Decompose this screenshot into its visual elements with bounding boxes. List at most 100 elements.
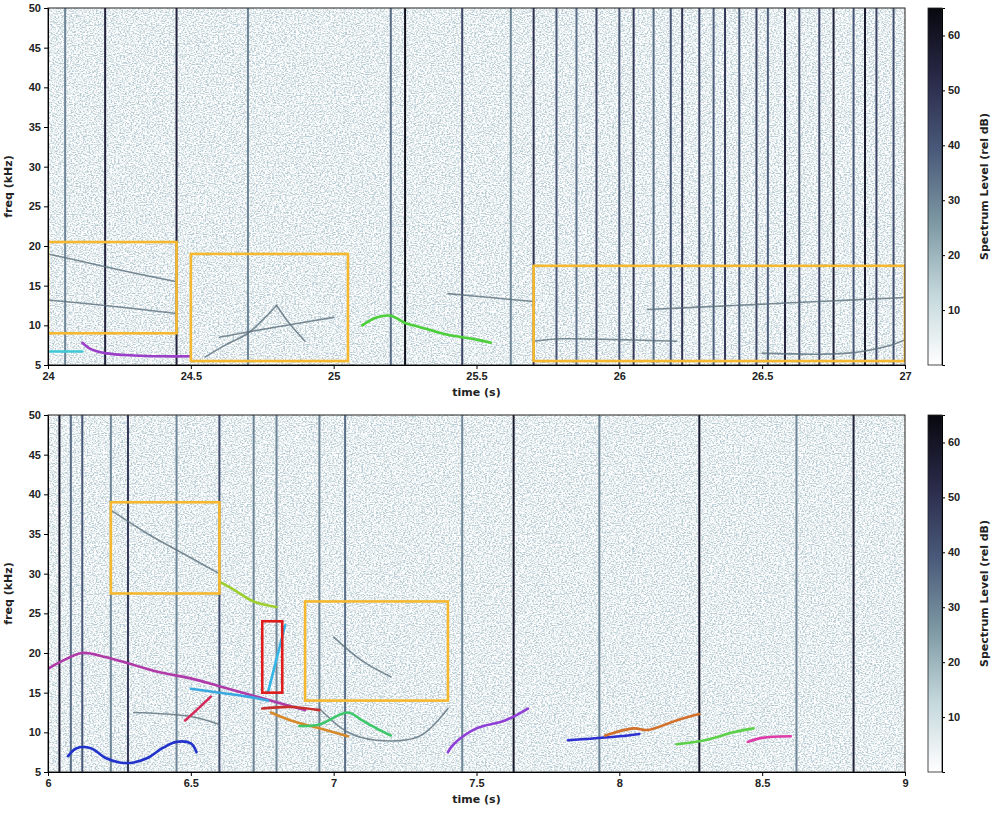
annotation-box xyxy=(111,502,220,593)
x-tick-label: 24.5 xyxy=(181,370,202,382)
faint-contour xyxy=(111,510,220,573)
y-tick: 50 xyxy=(29,409,48,421)
colorbar-axis: 102030405060 xyxy=(942,9,960,366)
y-tick-label: 15 xyxy=(29,687,41,699)
y-tick-mark xyxy=(44,693,48,694)
x-tick-mark xyxy=(334,365,335,369)
y-tick-label: 5 xyxy=(35,766,41,778)
x-tick-label: 7 xyxy=(331,777,337,789)
colorbar xyxy=(928,415,942,772)
trace xyxy=(82,343,191,357)
colorbar-title: Spectrum Level (rel dB) xyxy=(978,520,991,667)
y-axis-line xyxy=(44,9,49,366)
y-tick: 10 xyxy=(29,319,48,331)
x-tick: 25.5 xyxy=(466,365,487,382)
y-tick: 45 xyxy=(29,42,48,54)
colorbar-tick-label: 20 xyxy=(948,249,960,261)
colorbar-tick: 10 xyxy=(942,711,960,723)
trace xyxy=(68,741,197,763)
colorbar-tick-label: 40 xyxy=(948,139,960,151)
colorbar-title: Spectrum Level (rel dB) xyxy=(978,113,991,260)
y-tick-mark xyxy=(44,48,48,49)
x-tick-mark xyxy=(762,772,763,776)
colorbar-axis-line xyxy=(943,9,946,366)
annotation-box xyxy=(48,242,177,333)
x-tick-mark xyxy=(477,772,478,776)
x-tick-mark xyxy=(619,365,620,369)
y-tick-mark xyxy=(44,325,48,326)
x-tick-mark xyxy=(619,772,620,776)
colorbar-tick-label: 50 xyxy=(948,84,960,96)
y-tick-mark xyxy=(44,653,48,654)
x-tick-label: 7.5 xyxy=(469,777,484,789)
plot-area xyxy=(48,415,905,772)
colorbar-tick-mark xyxy=(942,310,945,311)
plot-area xyxy=(48,8,905,365)
faint-contour xyxy=(448,294,534,302)
figure: 2424.52525.52626.5275101520253035404550t… xyxy=(0,0,1006,818)
click xyxy=(767,8,769,365)
faint-contour xyxy=(334,637,391,677)
trace xyxy=(748,736,791,742)
annotation-box xyxy=(262,621,282,692)
colorbar-tick-label: 60 xyxy=(948,436,960,448)
colorbar-tick: 10 xyxy=(942,304,960,316)
colorbar-tick-mark xyxy=(942,607,945,608)
colorbar-tick-label: 50 xyxy=(948,491,960,503)
y-tick-mark xyxy=(44,613,48,614)
colorbar-tick-label: 30 xyxy=(948,194,960,206)
y-tick: 30 xyxy=(29,161,48,173)
click xyxy=(853,415,855,772)
x-tick-mark xyxy=(762,365,763,369)
x-tick: 8.5 xyxy=(755,772,770,789)
click xyxy=(864,8,866,365)
colorbar-tick: 30 xyxy=(942,601,960,613)
y-tick-mark xyxy=(44,167,48,168)
click xyxy=(58,415,60,772)
click xyxy=(598,415,600,772)
x-tick: 7 xyxy=(331,772,337,789)
annotation-box xyxy=(191,254,348,361)
click xyxy=(818,8,820,365)
trace xyxy=(448,709,528,753)
colorbar xyxy=(928,8,942,365)
trace xyxy=(191,689,268,701)
colorbar-tick: 20 xyxy=(942,656,960,668)
y-tick: 15 xyxy=(29,687,48,699)
colorbar-tick: 60 xyxy=(942,436,960,448)
click xyxy=(104,8,106,365)
y-tick-mark xyxy=(44,365,48,366)
x-tick-label: 8.5 xyxy=(755,777,770,789)
x-tick-label: 27 xyxy=(899,370,911,382)
y-axis-title: freq (kHz) xyxy=(2,562,15,624)
y-tick-label: 40 xyxy=(29,488,41,500)
click xyxy=(670,8,672,365)
trace xyxy=(299,712,390,735)
colorbar-tick-mark xyxy=(942,717,945,718)
y-tick-mark xyxy=(44,246,48,247)
click xyxy=(253,415,255,772)
y-tick-label: 45 xyxy=(29,42,41,54)
x-axis-line xyxy=(49,366,906,370)
trace xyxy=(48,350,82,353)
y-tick-mark xyxy=(44,286,48,287)
click xyxy=(247,8,249,365)
plot-background xyxy=(48,415,905,772)
trace xyxy=(362,316,491,343)
y-axis-title: freq (kHz) xyxy=(2,155,15,217)
click xyxy=(510,8,512,365)
click xyxy=(755,8,757,365)
colorbar-tick-mark xyxy=(942,552,945,553)
y-tick-mark xyxy=(44,732,48,733)
faint-contour xyxy=(134,713,220,725)
click xyxy=(70,415,72,772)
faint-contour xyxy=(319,709,448,741)
x-tick-mark xyxy=(477,365,478,369)
x-tick: 6 xyxy=(45,772,51,789)
click xyxy=(698,415,700,772)
y-tick-mark xyxy=(44,455,48,456)
x-tick-label: 25.5 xyxy=(466,370,487,382)
click xyxy=(893,8,895,365)
faint-contour xyxy=(762,340,905,354)
x-tick-label: 26.5 xyxy=(752,370,773,382)
